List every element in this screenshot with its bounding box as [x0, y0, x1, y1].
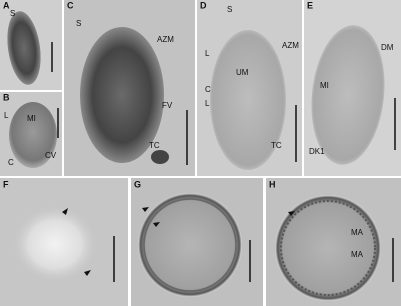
label: L	[205, 49, 210, 58]
label: MI	[320, 81, 329, 90]
label: L	[4, 111, 9, 120]
panel-letter: E	[307, 0, 313, 10]
label: C	[205, 85, 211, 94]
label: MA	[351, 250, 364, 259]
label: S	[10, 9, 15, 18]
panel-letter: C	[67, 0, 74, 10]
panel-letter: D	[200, 0, 207, 10]
panel-letter: G	[134, 179, 141, 189]
label: MA	[351, 228, 364, 237]
label: MI	[27, 114, 36, 123]
panel-letter: H	[269, 179, 276, 189]
label: C	[8, 158, 14, 167]
label: AZM	[282, 41, 299, 50]
panel-b: B L MI C CV	[0, 92, 62, 176]
panel-f: F	[0, 178, 128, 306]
panel-letter: A	[3, 0, 10, 10]
panel-a: A S	[0, 0, 62, 90]
cell	[11, 204, 99, 284]
label: TC	[149, 141, 160, 150]
label: CV	[45, 151, 57, 160]
panel-e: E DM MI DK1	[304, 0, 401, 176]
label: FV	[162, 101, 173, 110]
panel-g: G	[131, 178, 263, 306]
panel-letter: B	[3, 92, 10, 102]
cell	[80, 27, 164, 163]
label: S	[76, 19, 81, 28]
cyst-wall	[280, 200, 376, 296]
panel-h: H MA MA	[266, 178, 401, 306]
debris	[151, 150, 169, 164]
label: DK1	[309, 147, 325, 156]
panel-c: C S AZM FV TC	[64, 0, 195, 176]
label: UM	[236, 68, 249, 77]
label: S	[227, 5, 232, 14]
cell	[311, 25, 385, 165]
arrowhead	[288, 211, 295, 216]
panel-letter: F	[3, 179, 9, 189]
cyst	[138, 193, 242, 297]
cell	[7, 11, 41, 85]
label: AZM	[157, 35, 174, 44]
label: DM	[381, 43, 394, 52]
label: TC	[271, 141, 282, 150]
panel-d: D S AZM L UM C L TC	[197, 0, 302, 176]
cell	[210, 30, 286, 170]
arrowhead	[142, 207, 160, 227]
cyst	[275, 195, 381, 301]
cell	[9, 102, 57, 168]
cyst-wall	[143, 198, 237, 292]
label: L	[205, 99, 210, 108]
